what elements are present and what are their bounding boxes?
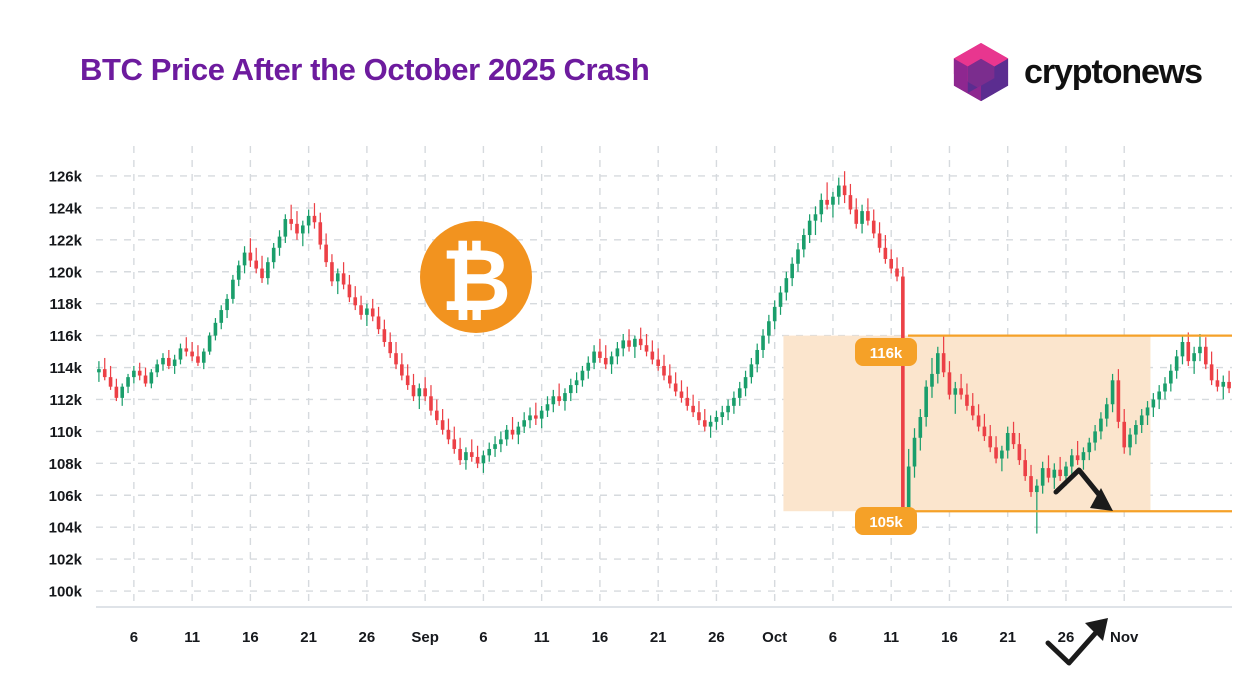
x-axis-tick: 16 — [941, 629, 958, 646]
x-axis-tick: 26 — [1058, 629, 1075, 646]
bounce-arrow-icon — [1045, 618, 1108, 666]
y-axis-tick: 126k — [49, 168, 83, 185]
x-axis-tick: 6 — [479, 629, 487, 646]
y-axis-labels: 126k 124k 122k 120k 118k 116k 114k 112k 110k 108k… — [49, 168, 83, 600]
logo-wordmark: cryptonews — [1024, 52, 1203, 91]
btc-price-chart: 126k 124k 122k 120k 118k 116k 114k 112k 110k 108k… — [0, 130, 1260, 698]
resistance-level-label: 116k — [870, 345, 903, 362]
y-axis-tick: 104k — [49, 520, 83, 537]
x-axis-tick: Oct — [762, 629, 787, 646]
support-level-badge: 105k — [855, 507, 917, 535]
y-axis-tick: 114k — [49, 360, 82, 377]
y-axis-tick: 110k — [49, 424, 82, 441]
header: BTC Price After the October 2025 Crash c — [0, 0, 1260, 130]
y-axis-tick: 112k — [49, 392, 82, 409]
y-axis-tick: 108k — [49, 456, 83, 473]
x-axis-tick: 6 — [130, 629, 138, 646]
x-axis-tick: 11 — [534, 629, 550, 646]
y-axis-tick: 116k — [49, 328, 82, 345]
x-axis-tick: Sep — [411, 629, 439, 646]
brand-logo: cryptonews — [950, 41, 1203, 103]
support-level-label: 105k — [869, 514, 903, 531]
x-axis-tick: 26 — [359, 629, 376, 646]
resistance-level-badge: 116k — [855, 338, 917, 366]
candlestick-series — [97, 171, 1231, 534]
x-axis-tick: 16 — [592, 629, 609, 646]
x-axis-tick: 21 — [300, 629, 317, 646]
x-axis-tick: 26 — [708, 629, 725, 646]
candlestick-chart-canvas: 126k 124k 122k 120k 118k 116k 114k 112k 110k 108k… — [49, 146, 1232, 666]
y-axis-tick: 120k — [49, 264, 83, 281]
x-axis-labels: 6 11 16 21 26 Sep 6 11 16 21 26 Oct 6 11 16 21 26 Nov — [130, 629, 1139, 646]
y-axis-tick: 118k — [49, 296, 82, 313]
x-axis-tick: 21 — [650, 629, 667, 646]
y-axis-tick: 124k — [49, 200, 83, 217]
price-level-lines — [908, 334, 1232, 513]
x-axis-tick: 16 — [242, 629, 259, 646]
rejection-arrow-icon — [1053, 467, 1113, 511]
y-axis-tick: 122k — [49, 232, 83, 249]
x-axis-tick: 11 — [184, 629, 200, 646]
y-axis-tick: 102k — [49, 552, 83, 569]
bitcoin-symbol: ₿ — [441, 233, 511, 329]
y-axis-tick: 100k — [49, 584, 83, 601]
bitcoin-icon: ₿ — [420, 221, 532, 333]
page-title: BTC Price After the October 2025 Crash — [80, 52, 650, 87]
x-axis-tick: Nov — [1110, 629, 1139, 646]
range-highlight-box — [783, 335, 1151, 512]
cryptonews-cube-icon — [953, 42, 1009, 102]
x-axis-tick: 11 — [883, 629, 899, 646]
y-axis-tick: 106k — [49, 488, 83, 505]
x-axis-tick: 6 — [829, 629, 837, 646]
x-axis-tick: 21 — [999, 629, 1016, 646]
